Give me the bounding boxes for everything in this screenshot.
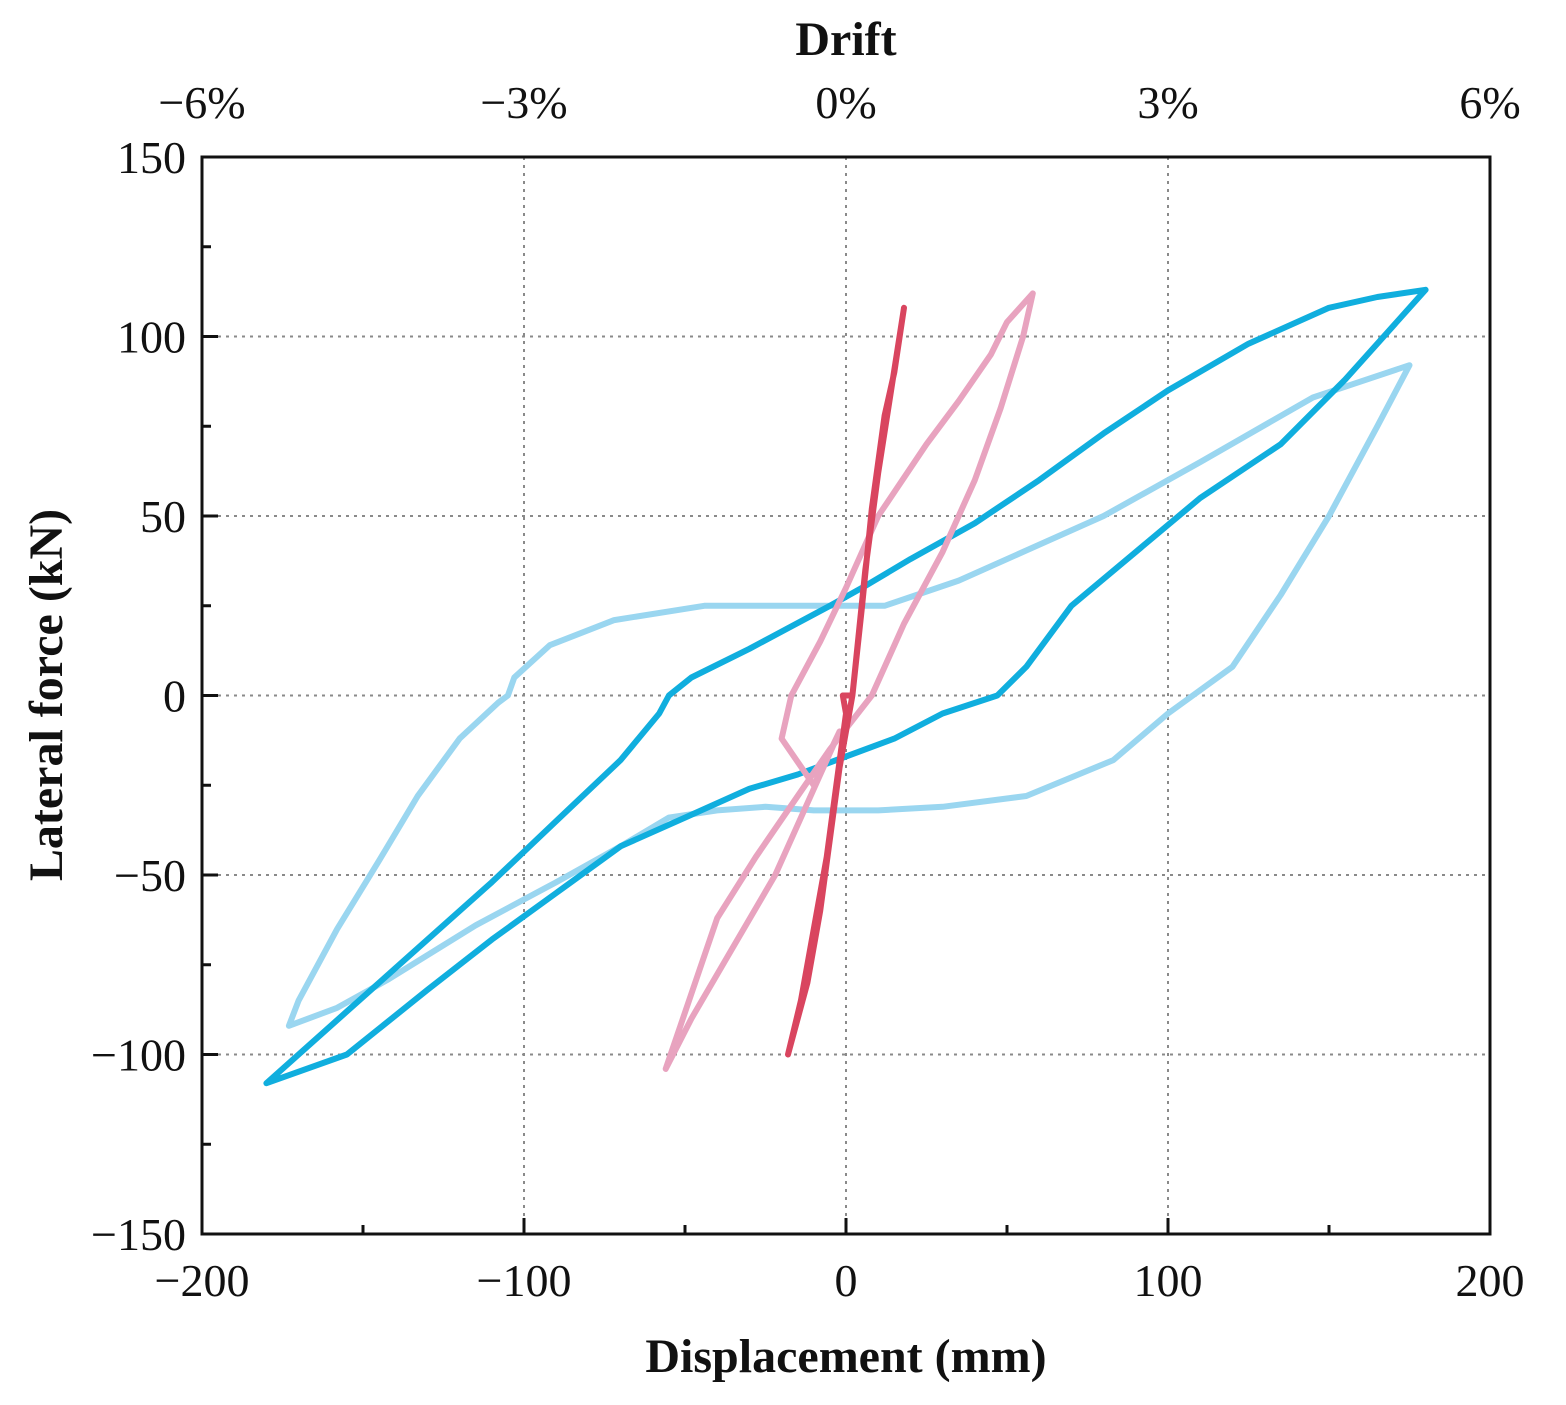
x2-tick-label: −6% <box>158 77 245 128</box>
series-line-4 <box>785 304 907 1058</box>
y-axis-title: Lateral force (kN) <box>20 509 73 881</box>
x-axis-title: Displacement (mm) <box>645 1330 1046 1383</box>
y-tick-label: 50 <box>140 491 186 542</box>
x-tick-label: 100 <box>1134 1255 1203 1306</box>
x2-tick-label: 0% <box>815 77 876 128</box>
series-layer <box>263 286 1429 1087</box>
label-layer: −200 −100 0 100 200 −150 −100 −50 0 50 100 150−6% −3… <box>91 77 1524 1306</box>
tick-layer <box>200 155 1492 1236</box>
y-tick-label: −50 <box>114 850 186 901</box>
y-tick-label: 0 <box>163 671 186 722</box>
x-tick-label: −100 <box>477 1255 572 1306</box>
x-tick-label: −200 <box>155 1255 250 1306</box>
y-tick-label: −150 <box>91 1209 186 1260</box>
x-tick-label: 0 <box>835 1255 858 1306</box>
x2-tick-label: 3% <box>1137 77 1198 128</box>
y-tick-label: −100 <box>91 1030 186 1081</box>
x2-axis-title: Drift <box>795 13 896 66</box>
series-line-1 <box>285 362 1413 1029</box>
y-tick-label: 150 <box>117 132 186 183</box>
series-line-2 <box>263 286 1429 1087</box>
x2-tick-label: 6% <box>1459 77 1520 128</box>
series-line-3 <box>662 290 1036 1072</box>
x-tick-label: 200 <box>1456 1255 1525 1306</box>
y-tick-label: 100 <box>117 312 186 363</box>
x2-tick-label: −3% <box>480 77 567 128</box>
